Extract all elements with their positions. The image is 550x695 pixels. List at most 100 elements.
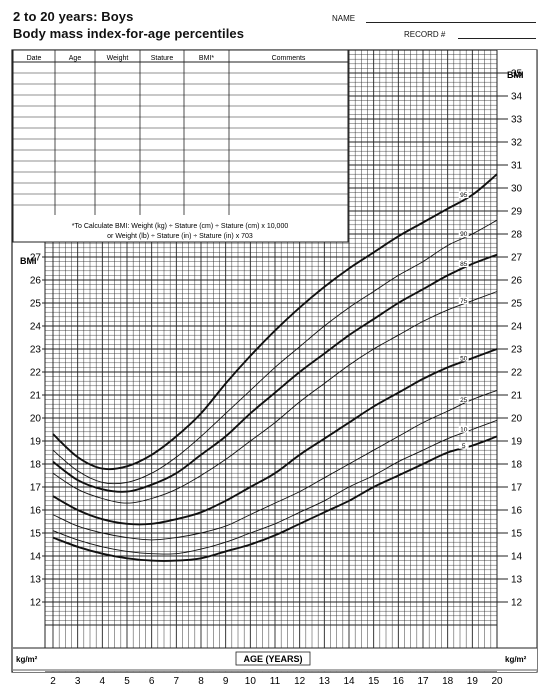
- x-tick-label: 12: [294, 676, 306, 687]
- chart-title: 2 to 20 years: Boys: [13, 9, 134, 24]
- x-tick-label: 13: [319, 676, 331, 687]
- percentile-curve-75: [52, 291, 498, 504]
- percentile-curve-10: [52, 419, 498, 555]
- percentile-label-bg: [458, 395, 469, 403]
- y-tick-label-left: 17: [30, 483, 42, 494]
- name-field[interactable]: [366, 22, 536, 23]
- percentile-label-bg: [458, 230, 469, 238]
- y-tick-label-right: 14: [511, 552, 523, 563]
- y-tick-label-right: 35: [511, 69, 523, 80]
- y-tick-label-right: 26: [511, 276, 523, 287]
- x-tick-label: 2: [50, 676, 56, 687]
- percentile-label-25: 25: [460, 397, 468, 404]
- y-tick-label-left: 14: [30, 552, 42, 563]
- name-label: NAME: [332, 14, 356, 23]
- y-tick-label-right: 30: [511, 184, 523, 195]
- y-tick-label-right: 13: [511, 575, 523, 586]
- percentile-label-bg: [458, 296, 469, 304]
- y-tick-label-left: 16: [30, 506, 42, 517]
- percentile-label-75: 75: [460, 298, 468, 305]
- y-axis-title-right: BMI: [507, 70, 524, 80]
- table-column-header: Age: [69, 55, 82, 62]
- x-tick-label: 6: [149, 676, 155, 687]
- x-tick-label: 9: [223, 676, 229, 687]
- y-tick-label-right: 34: [511, 92, 523, 103]
- percentile-curve-90: [52, 219, 498, 485]
- y-tick-label-left: 26: [30, 276, 42, 287]
- percentile-curve-25: [52, 389, 498, 541]
- percentile-label-bg: [458, 191, 469, 199]
- percentile-label-85: 85: [460, 261, 468, 268]
- y-axis-title-left: BMI: [20, 256, 37, 266]
- x-tick-label: 20: [491, 676, 503, 687]
- x-tick-label: 5: [124, 676, 130, 687]
- y-unit-left: kg/m²: [16, 655, 38, 664]
- x-tick-label: 18: [442, 676, 454, 687]
- y-tick-label-right: 15: [511, 529, 523, 540]
- right-margin: [497, 50, 537, 672]
- record-field[interactable]: [458, 38, 536, 39]
- y-tick-label-right: 19: [511, 437, 523, 448]
- percentile-label-90: 90: [460, 231, 468, 238]
- x-tick-label: 17: [417, 676, 429, 687]
- table-column-header: Date: [27, 55, 42, 62]
- y-tick-label-right: 25: [511, 299, 523, 310]
- y-tick-label-right: 20: [511, 414, 523, 425]
- y-tick-label-left: 13: [30, 575, 42, 586]
- x-tick-label: 4: [100, 676, 106, 687]
- y-tick-label-left: 20: [30, 414, 42, 425]
- y-tick-label-right: 18: [511, 460, 523, 471]
- y-tick-label-left: 24: [30, 322, 42, 333]
- percentile-curve-95: [52, 173, 498, 471]
- y-tick-label-left: 27: [30, 253, 42, 264]
- y-unit-right: kg/m²: [505, 655, 527, 664]
- percentile-label-bg: [458, 260, 469, 268]
- x-tick-label: 8: [198, 676, 204, 687]
- table-column-header: BMI*: [199, 55, 214, 62]
- x-tick-label: 7: [174, 676, 180, 687]
- y-tick-label-right: 29: [511, 207, 523, 218]
- y-tick-label-right: 23: [511, 345, 523, 356]
- y-tick-label-right: 27: [511, 253, 523, 264]
- record-table: *To Calculate BMI: Weight (kg) ÷ Stature…: [12, 49, 349, 243]
- x-tick-label: 16: [393, 676, 405, 687]
- record-table-box: [12, 49, 349, 243]
- x-tick-label: 19: [467, 676, 479, 687]
- y-tick-label-right: 28: [511, 230, 523, 241]
- table-column-header: Stature: [151, 55, 174, 62]
- y-tick-label-left: 18: [30, 460, 42, 471]
- y-tick-label-right: 31: [511, 161, 523, 172]
- percentile-label-50: 50: [460, 355, 468, 362]
- x-axis-title: AGE (YEARS): [243, 654, 302, 664]
- x-tick-label: 3: [75, 676, 81, 687]
- percentile-label-10: 10: [460, 427, 468, 434]
- record-label: RECORD #: [404, 30, 446, 39]
- percentile-label-5: 5: [462, 443, 466, 450]
- bmi-formula-line1: *To Calculate BMI: Weight (kg) ÷ Stature…: [72, 223, 289, 230]
- y-tick-label-right: 16: [511, 506, 523, 517]
- percentile-label-bg: [458, 354, 469, 362]
- percentile-curve-5: [52, 435, 498, 562]
- chart-subtitle: Body mass index-for-age percentiles: [13, 26, 245, 41]
- percentile-curves: 95 90 85 75 50 25 10 5: [52, 173, 498, 562]
- x-tick-label: 11: [270, 676, 281, 687]
- y-tick-label-right: 12: [511, 598, 523, 609]
- y-tick-label-right: 24: [511, 322, 523, 333]
- y-tick-label-right: 32: [511, 138, 523, 149]
- percentile-label-95: 95: [460, 192, 468, 199]
- y-tick-label-left: 19: [30, 437, 42, 448]
- x-tick-label: 10: [245, 676, 257, 687]
- x-axis-title-box: [235, 651, 311, 666]
- y-tick-label-left: 23: [30, 345, 42, 356]
- percentile-label-bg: [458, 441, 469, 449]
- y-tick-label-right: 22: [511, 368, 523, 379]
- y-tick-label-right: 17: [511, 483, 523, 494]
- percentile-curve-85: [52, 253, 498, 493]
- x-tick-label: 15: [368, 676, 380, 687]
- y-tick-label-left: 25: [30, 299, 42, 310]
- y-tick-label-left: 21: [30, 391, 42, 402]
- x-tick-label: 14: [343, 676, 355, 687]
- y-tick-label-right: 33: [511, 115, 523, 126]
- y-tick-label-left: 22: [30, 368, 42, 379]
